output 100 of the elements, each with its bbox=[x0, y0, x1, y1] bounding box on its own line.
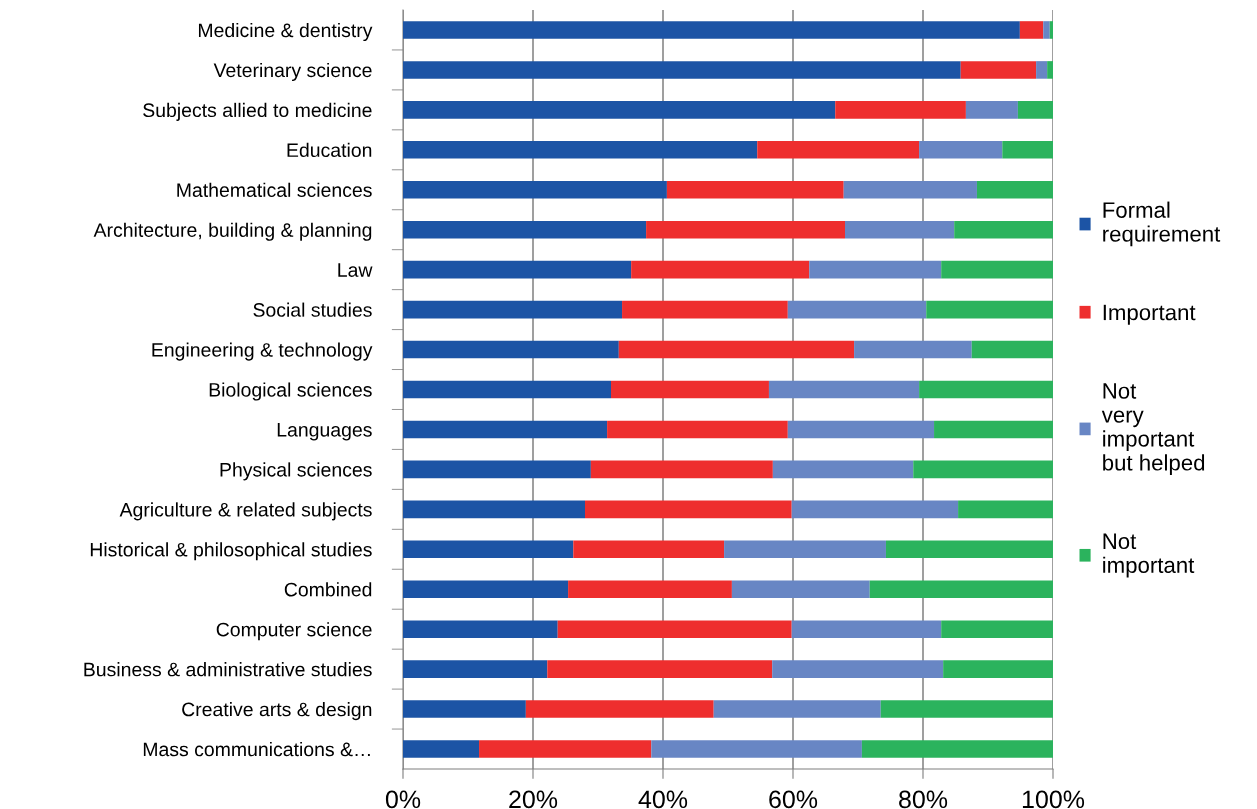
bar bbox=[835, 101, 966, 119]
bar bbox=[403, 101, 836, 119]
y-tick-label: Mathematical sciences bbox=[177, 182, 372, 197]
x-tick-label: 40% bbox=[638, 790, 688, 809]
bar bbox=[854, 340, 972, 359]
bar bbox=[622, 300, 788, 319]
y-tick-label: Combined bbox=[284, 582, 372, 597]
bar bbox=[403, 340, 619, 359]
bar bbox=[1047, 61, 1053, 79]
bar bbox=[403, 380, 611, 399]
y-tick-label: Historical & philosophical studies bbox=[90, 542, 372, 561]
bar bbox=[618, 340, 855, 359]
bar bbox=[919, 141, 1003, 159]
bar bbox=[971, 340, 1053, 359]
bar bbox=[1036, 61, 1048, 79]
y-tick-label: Mass communications &… bbox=[143, 741, 370, 757]
y-tick-label: Medicine & dentistry bbox=[198, 22, 373, 42]
bar bbox=[757, 141, 920, 159]
y-tick-label: Subjects allied to medicine bbox=[143, 102, 372, 121]
bar bbox=[611, 380, 769, 399]
bar bbox=[960, 61, 1037, 79]
bar bbox=[403, 180, 667, 199]
bar bbox=[403, 260, 632, 279]
bar bbox=[1019, 21, 1044, 39]
y-tick-label: Social studies bbox=[253, 302, 372, 317]
bar bbox=[403, 540, 574, 559]
bar bbox=[843, 180, 977, 199]
x-tick-label: 100% bbox=[1022, 790, 1085, 809]
bar bbox=[869, 580, 1053, 599]
bar bbox=[646, 220, 845, 239]
bar bbox=[590, 460, 773, 479]
y-tick-label: Languages bbox=[277, 423, 372, 441]
bar bbox=[926, 300, 1053, 319]
bar bbox=[1049, 21, 1053, 39]
bar bbox=[976, 180, 1053, 199]
bar bbox=[568, 580, 732, 599]
bar bbox=[403, 740, 480, 758]
y-tick-label: Law bbox=[338, 263, 373, 277]
x-tick-label: 0% bbox=[385, 790, 421, 809]
bar bbox=[772, 660, 944, 678]
bar bbox=[479, 740, 652, 758]
bar bbox=[1043, 21, 1050, 39]
bar bbox=[861, 740, 1053, 758]
bar bbox=[845, 220, 955, 239]
bar bbox=[403, 61, 961, 79]
bar bbox=[403, 580, 569, 599]
bar bbox=[403, 420, 608, 439]
bar bbox=[885, 540, 1053, 559]
bar bbox=[403, 21, 1020, 39]
bar bbox=[403, 220, 647, 239]
bar bbox=[787, 420, 935, 439]
bar bbox=[651, 740, 862, 758]
bar bbox=[965, 101, 1018, 119]
bar bbox=[941, 260, 1053, 279]
bar bbox=[1002, 141, 1053, 159]
bar bbox=[731, 580, 870, 599]
bar bbox=[880, 700, 1053, 718]
y-tick-label: Business & administrative studies bbox=[84, 662, 372, 677]
x-tick-label: 20% bbox=[509, 790, 558, 809]
bar bbox=[525, 700, 714, 718]
bar bbox=[547, 660, 773, 678]
bar bbox=[809, 260, 942, 279]
bar bbox=[954, 220, 1053, 239]
bar bbox=[919, 380, 1053, 399]
bar bbox=[772, 460, 914, 479]
y-tick-label: Veterinary science bbox=[213, 62, 372, 81]
legend-label: Not very important but helped bbox=[1101, 383, 1205, 476]
bar bbox=[958, 500, 1053, 519]
legend-label: Important bbox=[1103, 304, 1196, 325]
bar bbox=[791, 500, 959, 519]
bar bbox=[403, 660, 548, 678]
y-tick-label: Biological sciences bbox=[209, 382, 372, 401]
bar bbox=[941, 620, 1053, 638]
bar bbox=[791, 620, 942, 638]
y-tick-label: Computer science bbox=[216, 622, 372, 641]
y-tick-label: Education bbox=[287, 142, 372, 158]
bar bbox=[724, 540, 886, 559]
bar bbox=[768, 380, 920, 399]
y-tick-label: Architecture, building & planning bbox=[93, 222, 372, 241]
bar bbox=[943, 660, 1053, 678]
legend-label: Formal requirement bbox=[1103, 201, 1221, 247]
bar bbox=[934, 420, 1053, 439]
bar bbox=[403, 620, 558, 638]
legend-label: Not important bbox=[1103, 533, 1195, 578]
bar bbox=[713, 700, 881, 718]
bar bbox=[403, 300, 623, 319]
bar bbox=[913, 460, 1053, 479]
y-tick-label: Physical sciences bbox=[220, 462, 372, 481]
bar bbox=[631, 260, 810, 279]
x-tick-label: 80% bbox=[899, 790, 948, 809]
y-tick-label: Engineering & technology bbox=[152, 342, 373, 361]
bar bbox=[557, 620, 792, 638]
bar bbox=[403, 500, 585, 519]
bar bbox=[573, 540, 725, 559]
bar bbox=[403, 141, 758, 159]
bar bbox=[585, 500, 792, 519]
bar bbox=[787, 300, 927, 319]
bar bbox=[666, 180, 844, 199]
y-tick-label: Creative arts & design bbox=[182, 702, 372, 721]
y-tick-label: Agriculture & related subjects bbox=[119, 502, 372, 521]
